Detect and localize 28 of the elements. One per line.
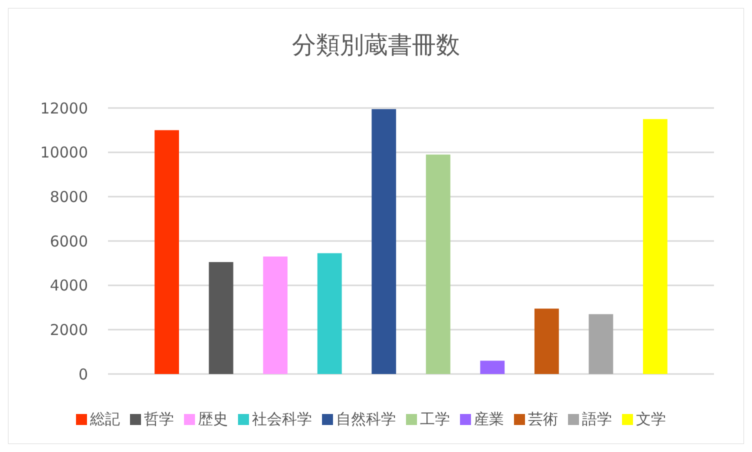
bar <box>480 360 505 374</box>
bar <box>263 256 288 374</box>
bar <box>588 314 614 374</box>
bar <box>426 154 450 374</box>
legend-label: 語学 <box>582 410 612 428</box>
legend-label: 産業 <box>474 410 504 428</box>
legend-label: 総記 <box>89 410 120 428</box>
legend-label: 芸術 <box>528 410 558 428</box>
y-tick-label: 4000 <box>50 276 88 295</box>
legend-label: 工学 <box>420 410 450 428</box>
bar <box>643 119 668 374</box>
bar <box>317 253 342 374</box>
legend-label: 文学 <box>636 410 666 428</box>
bar <box>534 308 559 374</box>
legend-label: 社会科学 <box>252 410 312 428</box>
bar <box>208 262 234 374</box>
y-tick-label: 6000 <box>50 232 88 250</box>
legend-label: 哲学 <box>144 410 174 428</box>
legend-label: 自然科学 <box>336 410 396 428</box>
y-tick-label: 0 <box>78 365 88 384</box>
y-tick-label: 10000 <box>40 144 88 162</box>
y-tick-label: 8000 <box>50 188 88 206</box>
legend-label: 歴史 <box>198 410 228 428</box>
bar <box>154 130 179 374</box>
chart-title: 分類別蔵書冊数 <box>292 31 460 59</box>
y-tick-label: 2000 <box>50 320 88 339</box>
bar <box>372 109 396 374</box>
y-tick-label: 12000 <box>40 99 88 118</box>
